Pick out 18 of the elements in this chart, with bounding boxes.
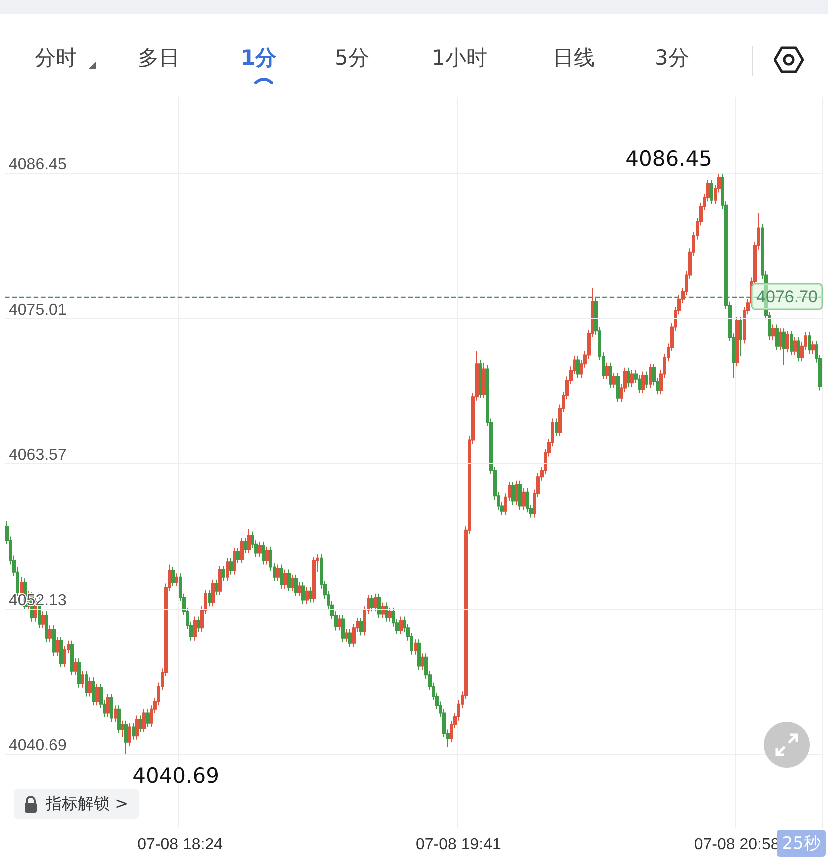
text: 分时 [35, 45, 77, 72]
annotation: 4086.45 [626, 147, 712, 172]
text: 5分 [335, 45, 370, 72]
annotation: 指标解锁 > [46, 793, 128, 815]
y-tick-label: 4063.57 [9, 447, 67, 464]
text: 25秒 [782, 834, 821, 854]
text: 多日 [138, 45, 180, 72]
text: 1分 [241, 45, 277, 72]
y-tick-label: 4040.69 [9, 737, 67, 754]
ref-line-label: 4076.70 [756, 287, 818, 306]
text: 1小时 [432, 45, 488, 72]
y-tick-label: 4075.01 [9, 302, 67, 319]
text: 3分 [655, 45, 690, 72]
text: 日线 [553, 45, 595, 72]
x-tick-label: 07-08 18:24 [138, 836, 224, 854]
x-tick-label: 07-08 19:41 [416, 836, 502, 854]
annotation: 4040.69 [132, 764, 220, 788]
y-tick-label: 4086.45 [9, 156, 67, 174]
